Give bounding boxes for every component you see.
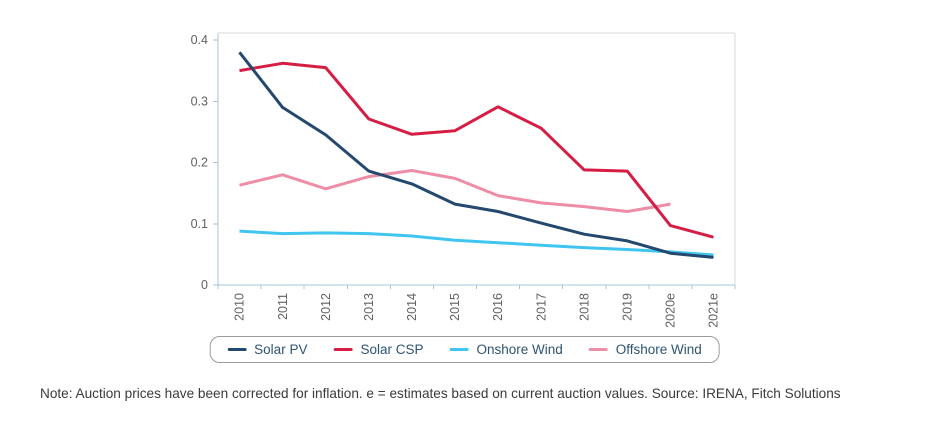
legend-label: Offshore Wind [615,342,702,357]
y-tick-label: 0.1 [191,217,208,231]
y-tick-label: 0 [201,278,208,292]
legend-label: Onshore Wind [476,342,563,357]
y-tick-label: 0.4 [191,33,208,47]
x-tick-label: 2015 [448,293,462,321]
chart-legend: Solar PV Solar CSP Onshore Wind Offshore Wi… [209,336,720,363]
x-tick-label: 2020e [664,293,678,328]
legend-swatch-icon [588,348,608,351]
series-line-solar-pv [238,51,714,259]
x-tick-label: 2014 [405,293,419,321]
line-chart-canvas: 0 0.1 0.2 0.3 0.4 2010 2011 2012 2013 2014 2015 201… [191,32,736,328]
series-line-onshore-wind [239,229,714,257]
legend-label: Solar CSP [360,342,424,357]
x-tick-label: 2021e [707,293,721,328]
legend-label: Solar PV [254,342,308,357]
chart-note: Note: Auction prices have been corrected… [40,386,841,401]
series-line-offshore-wind [239,169,671,213]
series-line-solar-csp [239,61,714,239]
legend-item-solar-pv: Solar PV [227,342,307,357]
x-tick-label: 2010 [233,293,247,321]
y-tick-label: 0.3 [191,94,208,108]
x-tick-label: 2017 [534,293,548,321]
legend-swatch-icon [227,348,247,351]
legend-item-offshore-wind: Offshore Wind [588,342,702,357]
x-tick-label: 2011 [276,293,290,320]
legend-item-onshore-wind: Onshore Wind [449,342,563,357]
x-tick-label: 2018 [577,293,591,321]
legend-item-solar-csp: Solar CSP [333,342,423,357]
x-tick-label: 2013 [362,293,376,321]
legend-swatch-icon [449,348,469,351]
x-tick-label: 2012 [319,293,333,321]
x-tick-label: 2019 [620,293,634,321]
x-tick-label: 2016 [491,293,505,321]
y-tick-label: 0.2 [191,156,208,170]
legend-swatch-icon [333,348,353,351]
